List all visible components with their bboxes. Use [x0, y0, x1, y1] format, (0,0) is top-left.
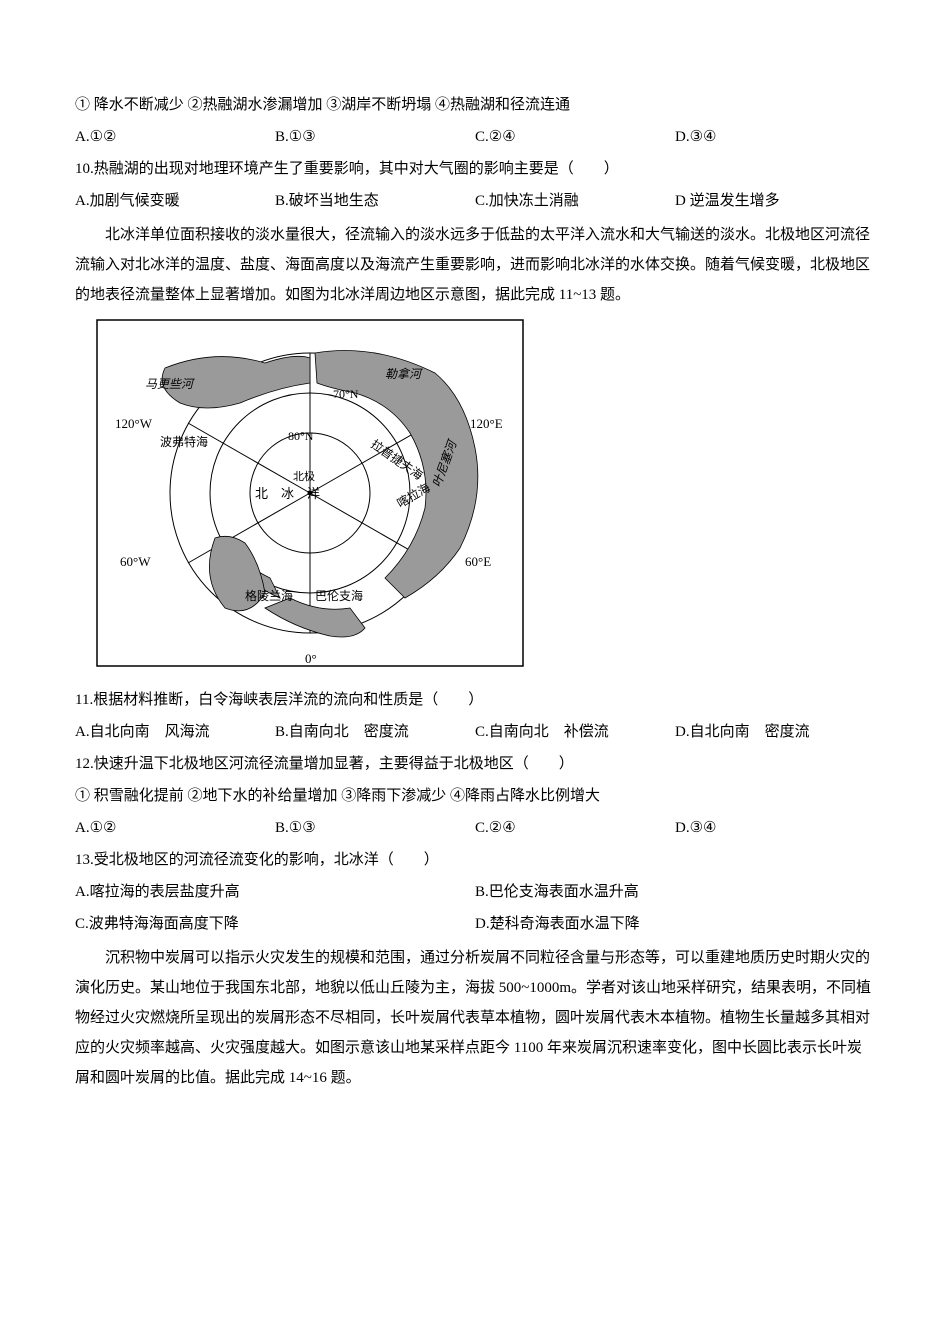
label-beaufort: 波弗特海 [160, 434, 208, 449]
label-0: 0° [305, 651, 317, 666]
q11-options: A.自北向南 风海流 B.自南向北 密度流 C.自南向北 补偿流 D.自北向南 … [75, 717, 875, 747]
label-70n: 70°N [333, 387, 359, 401]
label-greenland: 格陵兰海 [245, 588, 293, 603]
q11-opt-d: D.自北向南 密度流 [675, 717, 875, 747]
q11-opt-b: B.自南向北 密度流 [275, 717, 475, 747]
label-60e: 60°E [465, 554, 491, 569]
passage-11-13: 北冰洋单位面积接收的淡水量很大，径流输入的淡水远多于低盐的太平洋入流水和大气输送… [75, 220, 875, 310]
label-60w: 60°W [120, 554, 151, 569]
q10-stem: 10.热融湖的出现对地理环境产生了重要影响，其中对大气圈的影响主要是（ ） [75, 154, 875, 184]
q9-opt-d: D.③④ [675, 122, 875, 152]
label-80n: 80°N [288, 429, 314, 443]
q10-opt-d: D 逆温发生增多 [675, 186, 875, 216]
arctic-map-container: 120°W 120°E 60°W 60°E 0° 70°N 80°N 马更些河 … [75, 318, 875, 673]
q11-opt-c: C.自南向北 补偿流 [475, 717, 675, 747]
q13-opt-a: A.喀拉海的表层盐度升高 [75, 877, 475, 907]
q12-options: A.①② B.①③ C.②④ D.③④ [75, 813, 875, 843]
q11-stem: 11.根据材料推断，白令海峡表层洋流的流向和性质是（ ） [75, 685, 875, 715]
label-mckenzie: 马更些河 [145, 377, 195, 391]
label-barents: 巴伦支海 [315, 588, 363, 603]
q12-opt-b: B.①③ [275, 813, 475, 843]
arctic-map: 120°W 120°E 60°W 60°E 0° 70°N 80°N 马更些河 … [95, 318, 525, 668]
q13-options-row1: A.喀拉海的表层盐度升高 B.巴伦支海表面水温升高 [75, 877, 875, 907]
q9-options: A.①② B.①③ C.②④ D.③④ [75, 122, 875, 152]
q13-opt-d: D.楚科奇海表面水温下降 [475, 909, 875, 939]
q10-opt-a: A.加剧气候变暖 [75, 186, 275, 216]
label-120e: 120°E [470, 416, 503, 431]
q12-opt-d: D.③④ [675, 813, 875, 843]
q13-opt-b: B.巴伦支海表面水温升高 [475, 877, 875, 907]
q11-opt-a: A.自北向南 风海流 [75, 717, 275, 747]
q13-opt-c: C.波弗特海海面高度下降 [75, 909, 475, 939]
label-northpole: 北极 [293, 469, 315, 483]
q9-statement: ① 降水不断减少 ②热融湖水渗漏增加 ③湖岸不断坍塌 ④热融湖和径流连通 [75, 90, 875, 120]
q10-options: A.加剧气候变暖 B.破坏当地生态 C.加快冻土消融 D 逆温发生增多 [75, 186, 875, 216]
label-lena: 勒拿河 [385, 367, 423, 381]
q13-stem: 13.受北极地区的河流径流变化的影响，北冰洋（ ） [75, 845, 875, 875]
q12-opt-a: A.①② [75, 813, 275, 843]
q12-stem: 12.快速升温下北极地区河流径流量增加显著，主要得益于北极地区（ ） [75, 749, 875, 779]
q10-opt-b: B.破坏当地生态 [275, 186, 475, 216]
q12-statement: ① 积雪融化提前 ②地下水的补给量增加 ③降雨下渗减少 ④降雨占降水比例增大 [75, 781, 875, 811]
q9-opt-c: C.②④ [475, 122, 675, 152]
q12-opt-c: C.②④ [475, 813, 675, 843]
label-120w: 120°W [115, 416, 153, 431]
q9-opt-a: A.①② [75, 122, 275, 152]
q10-opt-c: C.加快冻土消融 [475, 186, 675, 216]
passage-14-16: 沉积物中炭屑可以指示火灾发生的规模和范围，通过分析炭屑不同粒径含量与形态等，可以… [75, 943, 875, 1093]
q9-opt-b: B.①③ [275, 122, 475, 152]
q13-options-row2: C.波弗特海海面高度下降 D.楚科奇海表面水温下降 [75, 909, 875, 939]
